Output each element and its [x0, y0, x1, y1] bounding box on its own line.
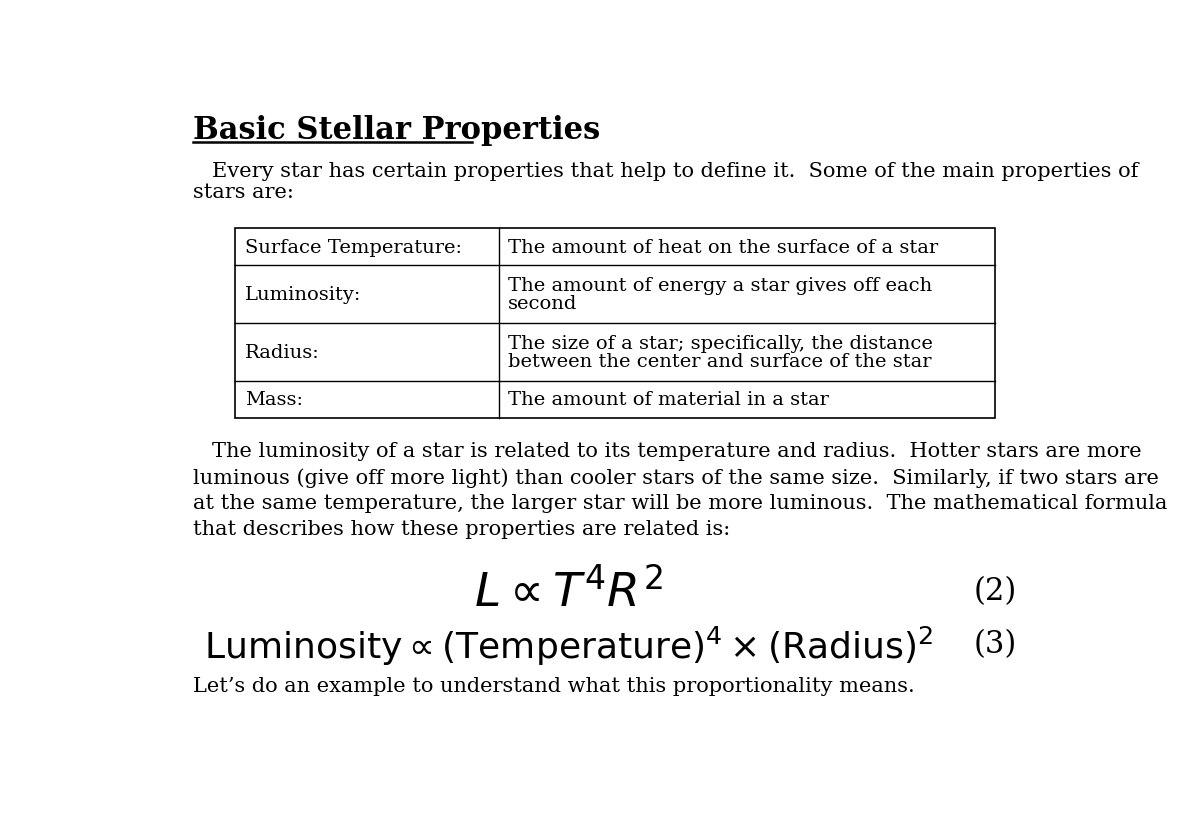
Text: Every star has certain properties that help to define it.  Some of the main prop: Every star has certain properties that h…: [212, 161, 1139, 180]
Text: The amount of heat on the surface of a star: The amount of heat on the surface of a s…: [508, 238, 938, 256]
Text: Luminosity:: Luminosity:: [245, 286, 361, 304]
Text: (2): (2): [973, 575, 1016, 606]
Text: The luminosity of a star is related to its temperature and radius.  Hotter stars: The luminosity of a star is related to i…: [212, 441, 1141, 460]
Text: $L \propto T^4 R^2$: $L \propto T^4 R^2$: [474, 569, 662, 616]
Text: that describes how these properties are related is:: that describes how these properties are …: [193, 520, 730, 539]
Text: Let’s do an example to understand what this proportionality means.: Let’s do an example to understand what t…: [193, 676, 914, 695]
Text: luminous (give off more light) than cooler stars of the same size.  Similarly, i: luminous (give off more light) than cool…: [193, 468, 1158, 487]
Text: Radius:: Radius:: [245, 343, 319, 361]
Text: The size of a star; specifically, the distance: The size of a star; specifically, the di…: [508, 334, 932, 352]
Text: stars are:: stars are:: [193, 183, 294, 201]
Bar: [235, 229, 995, 419]
Text: $\mathrm{Luminosity} \propto (\mathrm{Temperature})^4 \times (\mathrm{Radius})^2: $\mathrm{Luminosity} \propto (\mathrm{Te…: [204, 624, 934, 667]
Text: The amount of material in a star: The amount of material in a star: [508, 391, 829, 409]
Text: (3): (3): [973, 628, 1016, 659]
Text: Mass:: Mass:: [245, 391, 302, 409]
Text: Basic Stellar Properties: Basic Stellar Properties: [193, 115, 600, 146]
Text: at the same temperature, the larger star will be more luminous.  The mathematica: at the same temperature, the larger star…: [193, 494, 1166, 513]
Text: second: second: [508, 295, 577, 313]
Text: Surface Temperature:: Surface Temperature:: [245, 238, 462, 256]
Text: The amount of energy a star gives off each: The amount of energy a star gives off ea…: [508, 277, 932, 295]
Text: between the center and surface of the star: between the center and surface of the st…: [508, 353, 931, 371]
